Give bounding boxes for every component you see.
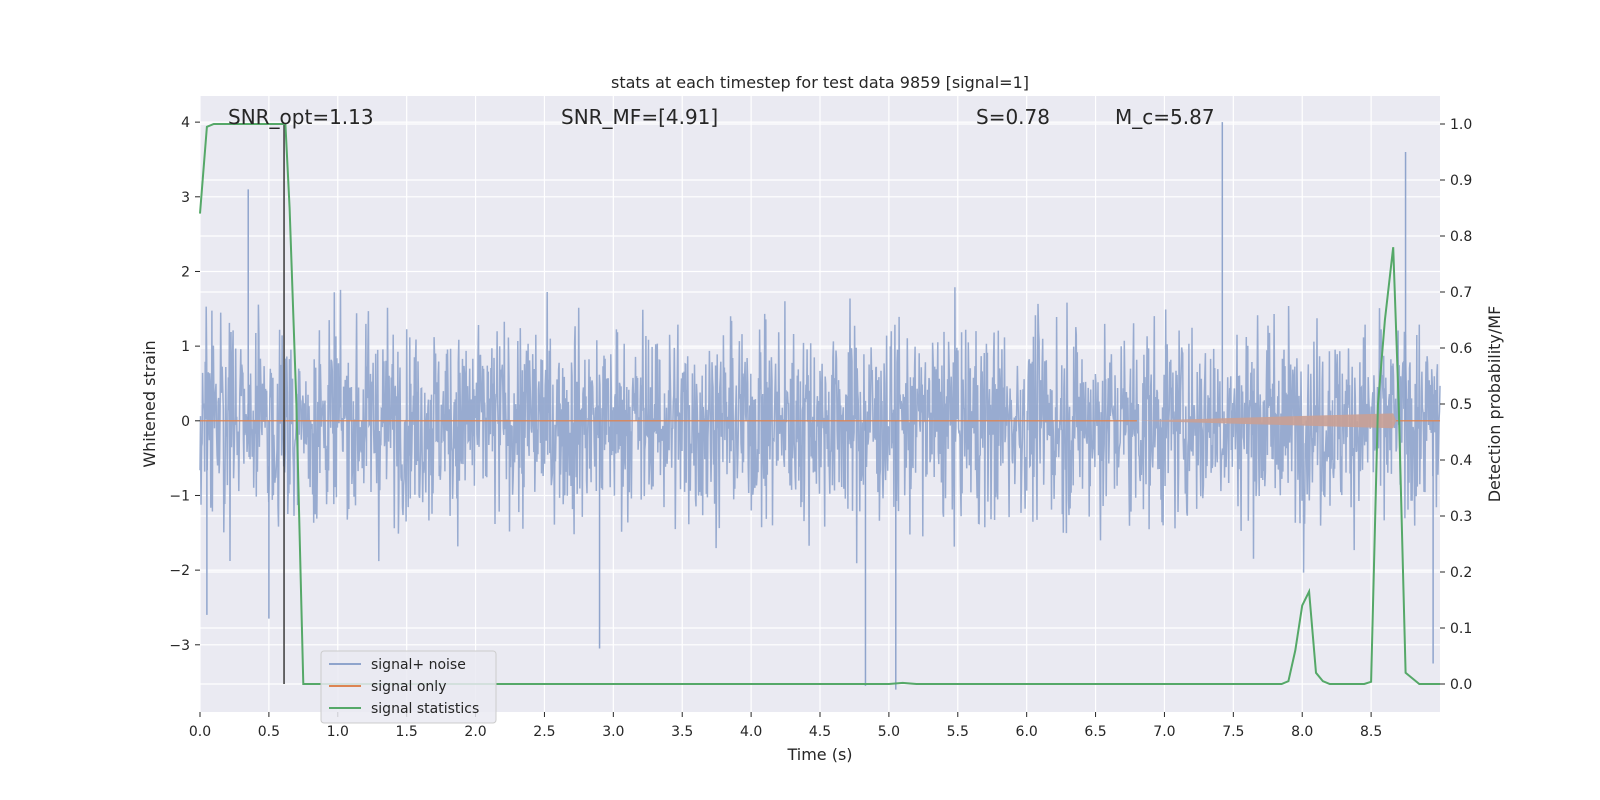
x-ticks: 0.0 0.5 1.0 1.5 2.0 2.5 3.0 3.5 4.0 4.5 5.0 5.5 6.0 6… bbox=[189, 712, 1382, 740]
y-tick-label-left: 0 bbox=[181, 414, 190, 430]
x-tick-label: 8.5 bbox=[1360, 724, 1382, 740]
y-ticks-left: 4 3 2 1 0 −1 −2 −3 bbox=[169, 115, 200, 654]
y-tick-label-right: 0.9 bbox=[1450, 173, 1472, 189]
x-tick-label: 4.0 bbox=[740, 724, 762, 740]
x-tick-label: 2.0 bbox=[464, 724, 486, 740]
y-ticks-right: 1.0 0.9 0.8 0.7 0.6 0.5 0.4 0.3 0.2 0.1 0.0 bbox=[1440, 117, 1472, 693]
series-signal-only bbox=[200, 413, 1440, 429]
chart-title: stats at each timestep for test data 985… bbox=[611, 73, 1029, 92]
annotation-snr-mf: SNR_MF=[4.91] bbox=[561, 105, 718, 129]
x-axis-label: Time (s) bbox=[786, 745, 852, 764]
statistics-line bbox=[199, 123, 1440, 685]
y-tick-label-right: 0.1 bbox=[1450, 621, 1472, 637]
y-tick-label-right: 0.5 bbox=[1450, 397, 1472, 413]
x-tick-label: 7.0 bbox=[1153, 724, 1175, 740]
annotation-mc: M_c=5.87 bbox=[1115, 105, 1215, 129]
x-tick-label: 5.5 bbox=[947, 724, 969, 740]
x-tick-label: 0.0 bbox=[189, 724, 211, 740]
x-tick-label: 1.5 bbox=[396, 724, 418, 740]
y-tick-label-left: 2 bbox=[181, 264, 190, 280]
x-tick-label: 8.0 bbox=[1291, 724, 1313, 740]
legend-label-stats: signal statistics bbox=[371, 701, 479, 717]
y-tick-label-right: 1.0 bbox=[1450, 117, 1472, 133]
legend-box bbox=[320, 650, 497, 724]
annotation-s: S=0.78 bbox=[976, 105, 1050, 129]
y-tick-label-left: 4 bbox=[181, 115, 190, 131]
x-tick-label: 2.5 bbox=[533, 724, 555, 740]
legend-label-signal: signal only bbox=[371, 679, 446, 695]
y-tick-label-right: 0.4 bbox=[1450, 453, 1472, 469]
x-tick-label: 6.5 bbox=[1084, 724, 1106, 740]
x-tick-label: 1.0 bbox=[327, 724, 349, 740]
y-tick-label-right: 0.0 bbox=[1450, 677, 1472, 693]
noise-trace bbox=[199, 287, 1441, 573]
x-tick-label: 3.5 bbox=[671, 724, 693, 740]
y-tick-label-left: −3 bbox=[169, 638, 190, 654]
series-signal-statistics bbox=[199, 123, 1440, 685]
y-tick-label-left: −2 bbox=[169, 563, 190, 579]
y-tick-label-right: 0.2 bbox=[1450, 565, 1472, 581]
legend-label-noise: signal+ noise bbox=[371, 657, 466, 673]
y-axis-label-left: Whitened strain bbox=[140, 340, 159, 467]
y-axis-label-right: Detection probability/MF bbox=[1485, 306, 1504, 503]
x-tick-label: 3.0 bbox=[602, 724, 624, 740]
y-tick-label-right: 0.8 bbox=[1450, 229, 1472, 245]
y-tick-label-left: −1 bbox=[169, 488, 190, 504]
legend: signal+ noise signal only signal statist… bbox=[320, 650, 497, 724]
x-tick-label: 0.5 bbox=[258, 724, 280, 740]
x-tick-label: 5.0 bbox=[878, 724, 900, 740]
x-tick-label: 4.5 bbox=[809, 724, 831, 740]
x-tick-label: 7.5 bbox=[1222, 724, 1244, 740]
y-tick-label-right: 0.3 bbox=[1450, 509, 1472, 525]
annotation-snr-opt: SNR_opt=1.13 bbox=[228, 105, 374, 129]
signal-chirp bbox=[1136, 413, 1397, 429]
y-tick-label-left: 3 bbox=[181, 190, 190, 206]
y-tick-label-left: 1 bbox=[181, 339, 190, 355]
y-tick-label-right: 0.7 bbox=[1450, 285, 1472, 301]
x-tick-label: 6.0 bbox=[1016, 724, 1038, 740]
series-signal-noise bbox=[199, 122, 1441, 690]
y-tick-label-right: 0.6 bbox=[1450, 341, 1472, 357]
